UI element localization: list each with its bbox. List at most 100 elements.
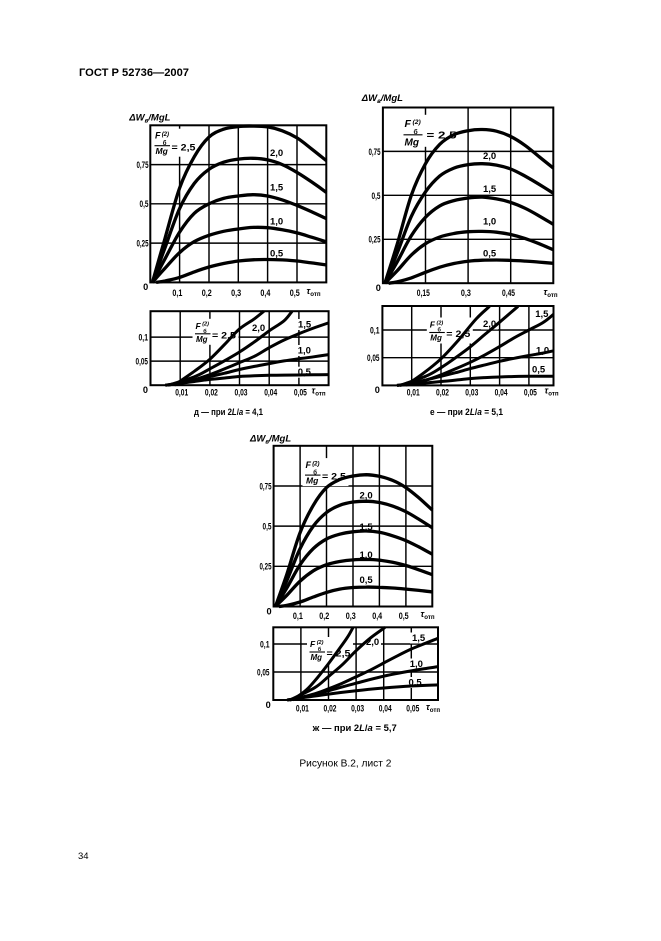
svg-text:0,5: 0,5	[360, 575, 374, 586]
svg-text:ΔWв/MgL: ΔWв/MgL	[128, 113, 170, 125]
svg-text:= 2,5: = 2,5	[172, 142, 196, 152]
svg-text:0,2: 0,2	[202, 288, 212, 298]
svg-text:0,04: 0,04	[495, 388, 509, 398]
svg-text:0,04: 0,04	[379, 703, 393, 713]
svg-text:= 2,5: = 2,5	[446, 329, 470, 339]
svg-text:Mg: Mg	[405, 137, 419, 148]
svg-text:0,05: 0,05	[294, 388, 307, 398]
svg-text:д — при 2L/а = 4,1: д — при 2L/а = 4,1	[194, 407, 263, 417]
svg-text:τотп: τотп	[545, 386, 559, 398]
svg-text:F: F	[196, 321, 202, 331]
svg-text:τотп: τотп	[421, 609, 435, 621]
svg-text:1,5: 1,5	[412, 633, 426, 644]
svg-text:0,5: 0,5	[270, 249, 284, 260]
svg-text:Mg: Mg	[430, 334, 442, 343]
svg-text:0,25: 0,25	[137, 239, 149, 249]
svg-text:ГОСТ Р 52736—2007: ГОСТ Р 52736—2007	[79, 67, 189, 79]
svg-text:1,0: 1,0	[360, 550, 373, 561]
svg-text:F: F	[306, 460, 312, 470]
svg-text:= 2,5: = 2,5	[427, 131, 458, 142]
svg-text:0,75: 0,75	[369, 147, 381, 157]
svg-text:(2): (2)	[437, 320, 444, 326]
svg-text:0,3: 0,3	[231, 288, 241, 298]
svg-text:0,05: 0,05	[406, 703, 419, 713]
svg-text:0,15: 0,15	[417, 288, 430, 298]
svg-text:0,05: 0,05	[257, 667, 270, 677]
svg-text:0,5: 0,5	[409, 678, 423, 689]
svg-text:1,0: 1,0	[298, 346, 311, 357]
svg-text:(2): (2)	[162, 132, 169, 138]
svg-text:0,02: 0,02	[324, 703, 337, 713]
svg-text:б: б	[414, 128, 418, 136]
svg-text:0,1: 0,1	[139, 333, 149, 343]
svg-text:Mg: Mg	[306, 475, 319, 485]
svg-text:0: 0	[375, 385, 380, 395]
svg-text:1,5: 1,5	[360, 522, 374, 533]
svg-text:0,02: 0,02	[436, 388, 449, 398]
svg-text:0,5: 0,5	[532, 365, 546, 376]
svg-text:б: б	[438, 327, 442, 334]
svg-text:ΔWв/MgL: ΔWв/MgL	[249, 434, 291, 446]
svg-text:τотп: τотп	[426, 702, 440, 714]
svg-text:F: F	[430, 320, 436, 330]
svg-text:Mg: Mg	[156, 146, 169, 156]
svg-text:Рисунок В.2, лист 2: Рисунок В.2, лист 2	[299, 759, 391, 770]
svg-text:0,02: 0,02	[205, 388, 218, 398]
svg-text:1,0: 1,0	[270, 216, 283, 227]
svg-text:0: 0	[143, 282, 148, 292]
svg-text:= 2,5: = 2,5	[327, 649, 351, 659]
svg-text:F: F	[310, 639, 316, 649]
svg-text:1,0: 1,0	[536, 346, 549, 357]
svg-text:2,0: 2,0	[360, 490, 373, 501]
svg-text:2,0: 2,0	[252, 323, 265, 334]
svg-text:Mg: Mg	[311, 653, 323, 662]
svg-text:0,05: 0,05	[524, 388, 537, 398]
svg-text:1,5: 1,5	[483, 184, 497, 195]
svg-text:τотп: τотп	[307, 286, 321, 298]
svg-text:0,04: 0,04	[264, 388, 278, 398]
svg-text:0,5: 0,5	[399, 611, 409, 621]
svg-text:Mg: Mg	[196, 335, 208, 344]
svg-text:е — при 2L/а = 5,1: е — при 2L/а = 5,1	[430, 407, 503, 417]
svg-text:0,5: 0,5	[290, 288, 300, 298]
svg-text:0,45: 0,45	[502, 288, 515, 298]
svg-text:34: 34	[78, 851, 89, 862]
svg-text:0,01: 0,01	[296, 703, 309, 713]
svg-text:0,05: 0,05	[367, 353, 380, 363]
svg-text:0,3: 0,3	[461, 288, 471, 298]
svg-text:0,4: 0,4	[372, 611, 383, 621]
svg-text:1,0: 1,0	[410, 659, 423, 670]
svg-text:τотп: τотп	[312, 386, 326, 398]
svg-text:0,03: 0,03	[351, 703, 364, 713]
svg-text:0,01: 0,01	[407, 388, 420, 398]
svg-text:б: б	[318, 646, 322, 653]
svg-text:(2): (2)	[312, 461, 319, 467]
svg-text:0,5: 0,5	[140, 199, 149, 209]
svg-text:τотп: τотп	[544, 287, 558, 299]
svg-text:0,1: 0,1	[260, 639, 270, 649]
svg-text:0,5: 0,5	[372, 191, 381, 201]
svg-text:1,0: 1,0	[483, 217, 496, 228]
svg-text:0,03: 0,03	[465, 388, 478, 398]
svg-text:0,5: 0,5	[483, 249, 497, 260]
svg-text:(2): (2)	[202, 322, 209, 328]
svg-text:0,03: 0,03	[235, 388, 248, 398]
svg-text:ΔWв/MgL: ΔWв/MgL	[361, 93, 403, 105]
svg-text:б: б	[313, 469, 317, 476]
svg-text:0: 0	[143, 385, 148, 395]
svg-text:б: б	[163, 140, 167, 147]
svg-text:= 2,5: = 2,5	[212, 330, 236, 340]
svg-text:2,0: 2,0	[483, 319, 496, 330]
svg-text:0,2: 0,2	[319, 611, 329, 621]
svg-text:0,1: 0,1	[370, 325, 380, 335]
svg-text:0,05: 0,05	[136, 357, 149, 367]
svg-text:0,25: 0,25	[369, 235, 381, 245]
svg-text:0,75: 0,75	[137, 160, 149, 170]
svg-text:0,5: 0,5	[298, 367, 312, 378]
svg-text:1,5: 1,5	[270, 182, 284, 193]
svg-text:0,75: 0,75	[260, 481, 272, 491]
svg-text:1,5: 1,5	[535, 309, 549, 320]
svg-text:0: 0	[376, 283, 381, 293]
svg-text:0,4: 0,4	[260, 288, 271, 298]
svg-text:0,1: 0,1	[172, 288, 182, 298]
